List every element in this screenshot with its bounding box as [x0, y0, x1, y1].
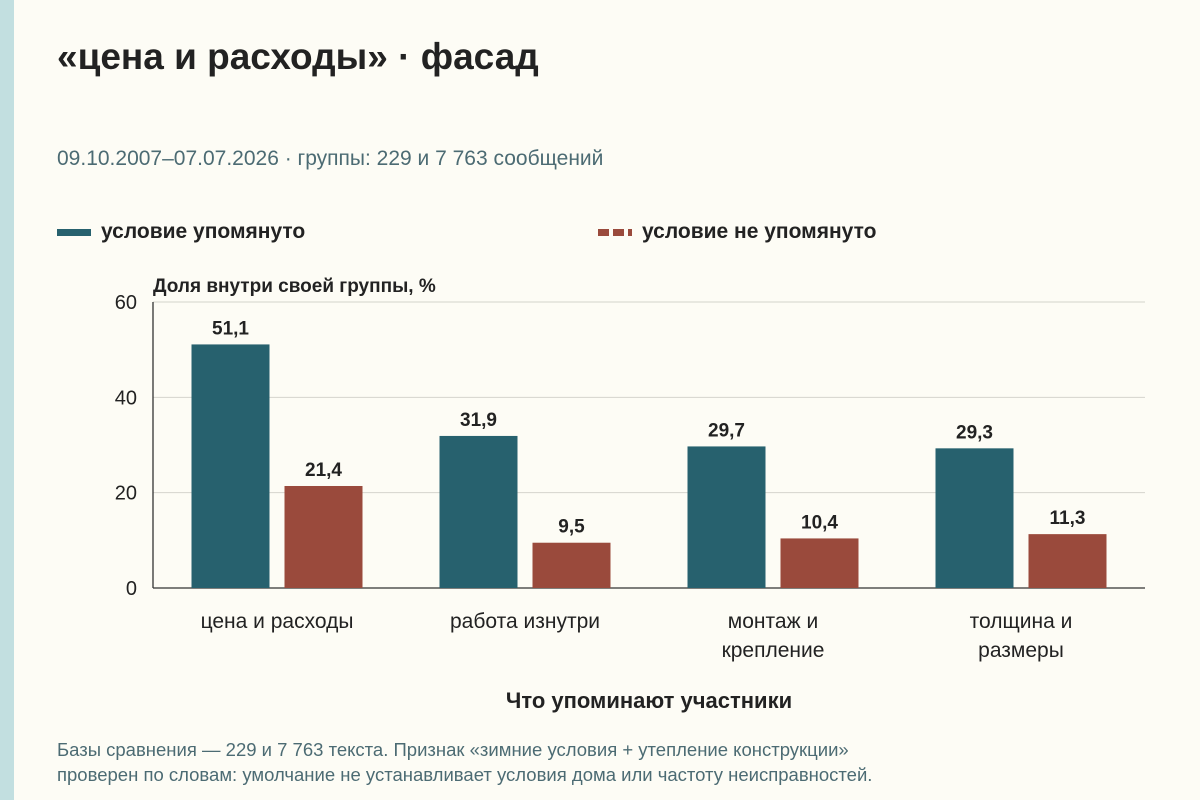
footnote: Базы сравнения — 229 и 7 763 текста. При… — [57, 737, 1167, 787]
footnote-line-2: проверен по словам: умолчание не устанав… — [57, 764, 873, 785]
legend-item-not-mentioned: условие не упомянуто — [598, 218, 876, 246]
legend-swatch-mentioned — [57, 228, 91, 236]
accent-bar — [0, 0, 14, 800]
legend-item-mentioned: условие упомянуто — [57, 218, 305, 246]
y-tick-label: 0 — [126, 578, 137, 600]
legend-label-not-mentioned: условие не упомянуто — [642, 220, 877, 243]
chart-title: «цена и расходы» · фасад — [57, 36, 539, 77]
bar — [780, 538, 859, 588]
bar-value-label: 11,3 — [1050, 508, 1086, 529]
bar-value-label: 10,4 — [801, 512, 838, 533]
bar — [935, 448, 1014, 588]
bar-value-label: 21,4 — [305, 460, 342, 481]
bar-value-label: 29,3 — [956, 422, 993, 443]
x-tick-label: толщина и — [970, 610, 1073, 633]
bar — [191, 344, 270, 588]
bar — [1028, 534, 1107, 588]
y-axis-label: Доля внутри своей группы, % — [153, 276, 436, 297]
bar-value-label: 31,9 — [460, 410, 497, 431]
footnote-line-1: Базы сравнения — 229 и 7 763 текста. При… — [57, 739, 849, 760]
y-tick-label: 20 — [115, 483, 137, 505]
bar — [284, 485, 363, 588]
legend-swatch-not-mentioned — [598, 228, 632, 236]
x-axis-label: Что упоминают участники — [506, 688, 792, 713]
x-tick-label: крепление — [722, 639, 825, 662]
x-tick-label: монтаж и — [728, 610, 818, 633]
legend-label-mentioned: условие упомянуто — [101, 220, 306, 243]
bar — [439, 435, 518, 588]
x-tick-label: размеры — [978, 639, 1064, 662]
bar-value-label: 29,7 — [708, 420, 745, 441]
chart-subtitle: 09.10.2007–07.07.2026 · группы: 229 и 7 … — [57, 147, 604, 170]
x-tick-label: цена и расходы — [201, 610, 354, 633]
bar-value-label: 9,5 — [558, 517, 585, 538]
bar-value-label: 51,1 — [212, 318, 249, 339]
y-tick-label: 40 — [115, 387, 137, 409]
y-tick-label: 60 — [115, 292, 137, 314]
bar — [532, 542, 611, 588]
bar — [687, 446, 766, 588]
x-tick-label: работа изнутри — [450, 610, 600, 633]
